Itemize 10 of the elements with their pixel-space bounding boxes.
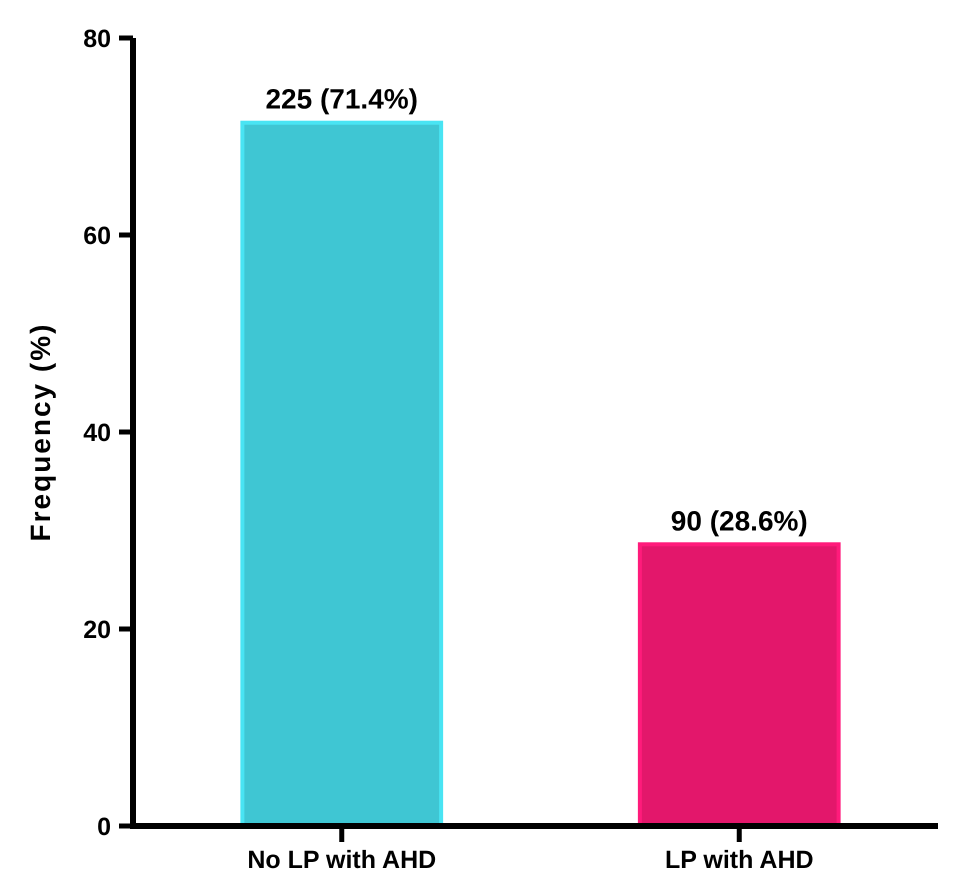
y-tick-label: 20 (83, 616, 111, 644)
y-tick-label: 80 (83, 24, 111, 53)
y-tick-label: 0 (97, 812, 111, 841)
x-tick-label: LP with AHD (664, 846, 814, 874)
data-label: 90 (28.6%) (670, 505, 808, 536)
data-label: 225 (71.4%) (265, 84, 418, 115)
x-tick-label: No LP with AHD (247, 846, 436, 874)
y-tick-label: 40 (83, 418, 111, 447)
y-axis-title: Frequency (%) (25, 322, 56, 542)
y-tick-label: 60 (83, 222, 111, 250)
